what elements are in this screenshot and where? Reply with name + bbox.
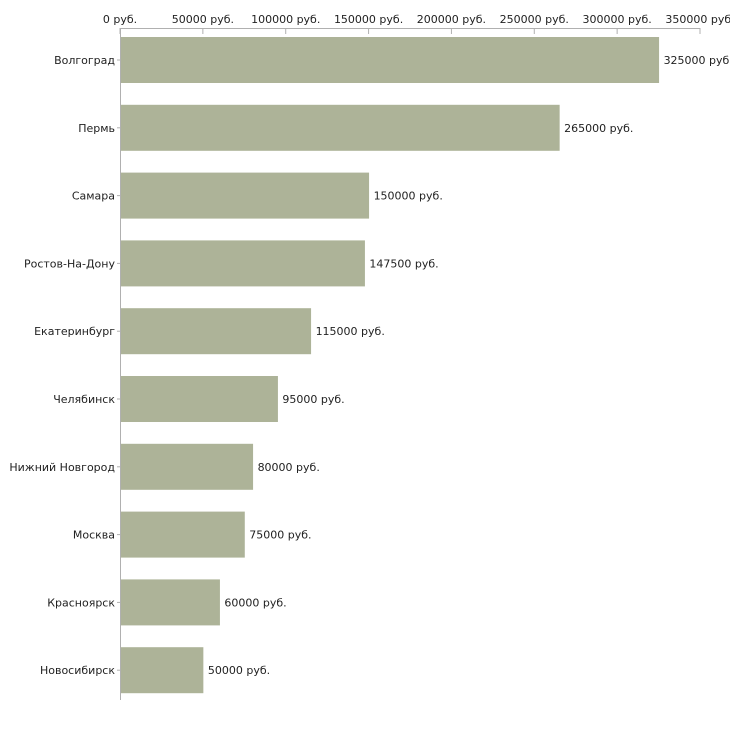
value-label: 150000 руб. bbox=[374, 190, 443, 203]
value-label: 115000 руб. bbox=[316, 325, 385, 338]
x-axis-ticks: 0 руб. 50000 руб. 100000 руб. 150000 руб. 20… bbox=[103, 13, 730, 34]
bars bbox=[120, 37, 660, 694]
bar bbox=[120, 172, 370, 219]
value-label: 95000 руб. bbox=[282, 393, 344, 406]
x-tick-label: 150000 руб. bbox=[334, 13, 403, 26]
category-label: Самара bbox=[72, 190, 115, 203]
bar bbox=[120, 511, 245, 558]
value-labels: 325000 руб. 265000 руб. 150000 руб. 147500 … bbox=[208, 54, 730, 677]
bar bbox=[120, 443, 254, 490]
x-tick-label: 200000 руб. bbox=[417, 13, 486, 26]
category-label: Новосибирск bbox=[40, 664, 115, 677]
bar bbox=[120, 308, 312, 355]
bar bbox=[120, 376, 278, 422]
category-label: Москва bbox=[73, 529, 115, 542]
value-label: 50000 руб. bbox=[208, 664, 270, 677]
category-label: Волгоград bbox=[54, 54, 115, 67]
bar bbox=[120, 104, 560, 151]
category-label: Екатеринбург bbox=[34, 325, 115, 338]
category-label: Ростов-На-Дону bbox=[24, 257, 115, 270]
x-tick-label: 0 руб. bbox=[103, 13, 137, 26]
bar bbox=[120, 240, 365, 287]
y-axis-labels: Волгоград Пермь Самара Ростов-На-Дону Екатер… bbox=[9, 54, 115, 677]
value-label: 147500 руб. bbox=[369, 257, 438, 270]
value-label: 60000 руб. bbox=[224, 596, 286, 609]
value-label: 75000 руб. bbox=[249, 529, 311, 542]
axes bbox=[117, 28, 700, 700]
bar bbox=[120, 579, 220, 626]
category-label: Пермь bbox=[78, 122, 115, 135]
x-tick-label: 100000 руб. bbox=[251, 13, 320, 26]
value-label: 265000 руб. bbox=[564, 122, 633, 135]
value-label: 80000 руб. bbox=[258, 461, 320, 474]
x-tick-label: 350000 руб. bbox=[665, 13, 730, 26]
category-label: Нижний Новгород bbox=[9, 461, 115, 474]
category-label: Челябинск bbox=[53, 393, 115, 406]
x-tick-label: 50000 руб. bbox=[172, 13, 234, 26]
bar bbox=[120, 37, 660, 83]
value-label: 325000 руб. bbox=[664, 54, 730, 67]
category-label: Красноярск bbox=[47, 596, 115, 609]
x-tick-label: 250000 руб. bbox=[500, 13, 569, 26]
bar bbox=[120, 647, 204, 694]
x-tick-label: 300000 руб. bbox=[583, 13, 652, 26]
